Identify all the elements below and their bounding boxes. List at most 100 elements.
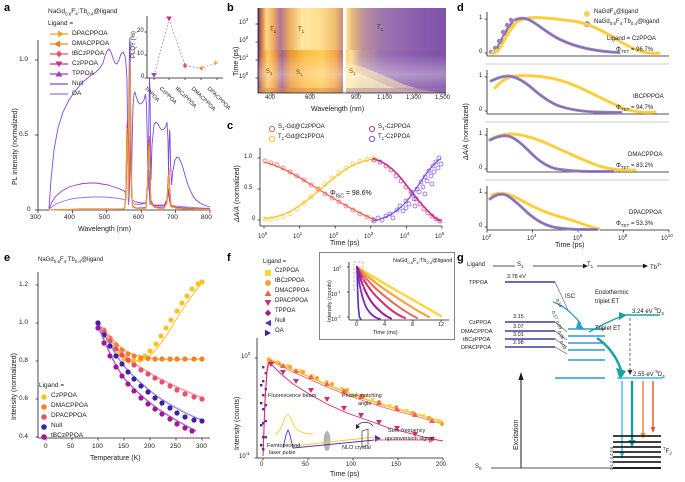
panel-f-inset-plot — [319, 252, 455, 340]
panel-f-xtick: 50 — [302, 462, 309, 468]
panel-b-xtick: 1,100 — [377, 95, 393, 101]
panel-f-schematic — [274, 414, 435, 451]
panel-c-legend-label: T1-Gd@CzPPOA — [278, 134, 325, 142]
panel-d-xtick: 1010 — [661, 233, 673, 242]
panel-g-ligand-energy: 3.78 eV — [507, 274, 526, 280]
panel-e-ytick: 0.4 — [19, 433, 29, 440]
panel-c-ylabel: ΔA/A (normalized) — [234, 165, 241, 222]
panel-f-schematic-phase: Phase-matching — [342, 393, 382, 399]
panel-c-annotation: ΦISC = 98.6% — [330, 190, 372, 200]
panel-b-annotation: T1 — [298, 27, 305, 35]
panel-c-ytick: 0.5 — [244, 185, 253, 191]
panel-a-legend-title: Ligand = — [48, 20, 74, 27]
panel-e-xtick: 200 — [144, 443, 155, 450]
panel-d-plot — [484, 12, 670, 233]
panel-d-legend-label: NaGdF4@ligand — [594, 9, 638, 17]
panel-f-legend-label: Null — [275, 318, 286, 324]
panel-f-ylabel: Intensity (counts) — [234, 396, 241, 450]
panel-d: d NaGdF4@ligand NaGd0.6F4:Tb0.4@ligand — [455, 0, 685, 250]
panel-g-ligand-name: CzPPOA — [469, 320, 492, 326]
panel-d-xtick: 108 — [618, 233, 628, 242]
panel-d-phi: ΦTET = 53.3% — [616, 221, 654, 229]
panel-b: b — [225, 0, 455, 120]
panel-a-inset-plot — [144, 16, 223, 80]
panel-e-legend-title: Ligand = — [39, 382, 65, 389]
panel-e-ylabel: Intensity (normalized) — [11, 353, 18, 420]
panel-g-d3-label: 3.24 eV 5D3 — [632, 306, 664, 317]
panel-e-ytick: 1.0 — [19, 319, 29, 326]
panel-a-ytick: 0 — [27, 206, 31, 213]
panel-g-ligand-name: DMACPPOA — [461, 329, 493, 335]
panel-g-toprow-t1: T1 — [587, 262, 594, 270]
panel-f-ytick: 100 — [241, 351, 251, 360]
panel-d-ytick: 0 — [479, 165, 483, 171]
panel-e: e NaGd0.6F4:Tb0.4@ligand — [0, 250, 225, 482]
panel-d-xtick: 102 — [482, 233, 492, 242]
panel-g-ligand-energy: 3.01 — [513, 332, 524, 338]
panel-a-inset-ytick: 10 — [137, 51, 144, 57]
panel-a-xtick: 800 — [201, 214, 212, 221]
panel-d-ligand-label: DPACPPOA — [629, 210, 662, 216]
panel-f-schematic-nlo: NLO crystal — [342, 445, 371, 451]
panel-a-legend-label: TPPOA — [72, 70, 95, 77]
panel-g-endothermic-label: Endothermic — [595, 290, 629, 296]
panel-d-subplot-1 — [484, 12, 669, 57]
panel-d-ytick: 1 — [479, 189, 483, 195]
panel-g-toprow-ligand: Ligand — [467, 262, 486, 268]
panel-g-toprow-s1: S1 — [517, 262, 524, 270]
panel-f: f Ligand = CzPPOA tBCzPPOA DMACPPOA DPAC… — [225, 250, 455, 482]
panel-b-xtick: 900 — [351, 95, 362, 101]
panel-d-subplot-4 — [484, 186, 670, 233]
panel-g-triplet-et-label: Triplet ET — [595, 326, 621, 332]
panel-e-plot — [35, 272, 210, 441]
panel-b-annotation: S1 — [266, 69, 273, 77]
panel-b-label: b — [227, 2, 234, 14]
panel-d-ytick: 0 — [479, 107, 483, 113]
panel-f-schematic-femto2: laser pulse — [269, 450, 296, 456]
panel-f-legend-title: Ligand = — [263, 259, 287, 265]
panel-f-inset-title: NaGd0.6F4:Tb0.4@ligand — [393, 258, 453, 266]
panel-d-ytick: 1 — [479, 131, 483, 137]
panel-b-annotation: T1 — [377, 25, 384, 33]
panel-f-xtick: 150 — [391, 462, 402, 468]
panel-g-s0-label: S0 — [475, 464, 482, 472]
panel-f-schematic-sum: Sum-frequency — [388, 428, 426, 434]
panel-d-ytick: 0 — [479, 223, 483, 229]
panel-g-toprow-tb: Tb3+ — [650, 262, 663, 271]
panel-f-xtick: 100 — [346, 462, 357, 468]
panel-c-ytick: 0 — [252, 216, 256, 222]
panel-e-ytick: 0.8 — [19, 357, 29, 364]
panel-f-inset-xtick: 12 — [438, 322, 445, 328]
panel-g-fj-label: 7FJ — [663, 446, 672, 457]
panel-b-xtick: 1,300 — [406, 95, 422, 101]
panel-b-heatmap — [255, 8, 446, 96]
panel-f-inset-xtick: 8 — [411, 322, 415, 328]
panel-c-legend-label: T1-CzPPOA — [378, 134, 411, 142]
panel-c-xtick: 101 — [293, 231, 303, 240]
panel-d-phi: ΦTET = 83.2% — [616, 163, 654, 171]
panel-g-ligand-name: tBCzPPOA — [463, 337, 491, 343]
panel-d-ligand-label: tBCPPPOA — [633, 94, 664, 100]
panel-e-legend-label: DPACPPOA — [51, 412, 87, 419]
panel-e-xlabel: Temperature (K) — [90, 455, 141, 462]
panel-f-xtick: 0 — [260, 462, 264, 468]
panel-b-xtick: 600 — [305, 95, 316, 101]
panel-e-label: e — [4, 252, 11, 264]
panel-f-inset-xtick: 0 — [355, 322, 359, 328]
panel-f-ytick: 10-1 — [239, 451, 250, 460]
panel-a-inset-ytick: 20 — [137, 28, 144, 34]
panel-g-d4-label: 2.55 eV 5D4 — [633, 369, 665, 380]
panel-d-phi: ΦTET = 94.7% — [616, 105, 654, 113]
panel-c-legend-label: S1-CzPPOA — [378, 124, 411, 132]
panel-g: g — [455, 250, 685, 482]
panel-d-phi: ΦTET = 96.7% — [616, 47, 654, 55]
panel-a-ytick: 1.0 — [19, 56, 29, 63]
panel-e-legend-label: CzPPOA — [51, 392, 78, 399]
panel-d-subplot-2 — [484, 70, 669, 115]
panel-b-annotation: S1 — [349, 69, 356, 77]
panel-c-xtick: 103 — [364, 231, 374, 240]
panel-g-label: g — [457, 252, 464, 264]
panel-a-ylabel: PL intensity (normalized) — [12, 108, 19, 185]
panel-a-xlabel: Wavelength (nm) — [78, 226, 132, 233]
panel-e-xtick: 300 — [196, 443, 207, 450]
